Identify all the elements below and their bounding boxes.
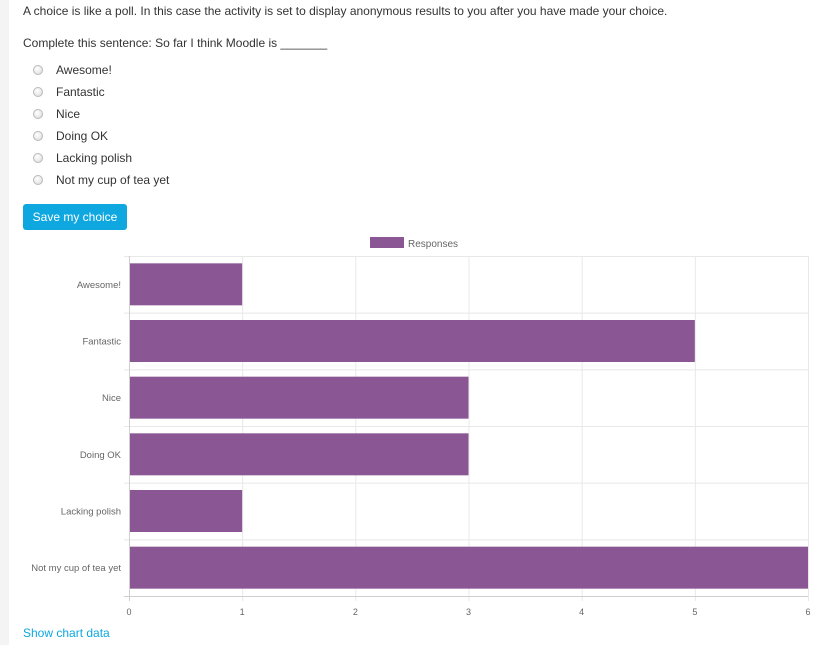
radio-button[interactable] bbox=[33, 109, 43, 119]
radio-button[interactable] bbox=[33, 153, 43, 163]
bar bbox=[130, 433, 469, 476]
x-tick-label: 1 bbox=[240, 607, 245, 617]
x-tick-label: 5 bbox=[692, 607, 697, 617]
option-label: Lacking polish bbox=[56, 151, 133, 165]
radio-button[interactable] bbox=[33, 131, 43, 141]
option-fantastic[interactable]: Fantastic bbox=[33, 81, 169, 103]
intro-text: A choice is like a poll. In this case th… bbox=[23, 4, 668, 18]
option-not-my-cup-of-tea[interactable]: Not my cup of tea yet bbox=[33, 169, 169, 191]
responses-bar-chart: Responses Awesome! Fantastic Nice Doing OK La… bbox=[31, 237, 811, 617]
radio-button[interactable] bbox=[33, 87, 43, 97]
option-doing-ok[interactable]: Doing OK bbox=[33, 125, 169, 147]
x-tick-label: 4 bbox=[579, 607, 584, 617]
bar bbox=[130, 490, 243, 532]
question-text: Complete this sentence: So far I think M… bbox=[23, 36, 328, 50]
radio-button[interactable] bbox=[33, 65, 43, 75]
category-label: Not my cup of tea yet bbox=[31, 563, 121, 574]
legend-label: Responses bbox=[408, 239, 458, 250]
radio-button[interactable] bbox=[33, 175, 43, 185]
option-nice[interactable]: Nice bbox=[33, 103, 169, 125]
bar bbox=[130, 263, 243, 306]
bar bbox=[130, 376, 469, 419]
option-awesome[interactable]: Awesome! bbox=[33, 59, 169, 81]
option-lacking-polish[interactable]: Lacking polish bbox=[33, 147, 169, 169]
save-choice-button[interactable]: Save my choice bbox=[23, 204, 127, 230]
option-label: Fantastic bbox=[56, 85, 105, 99]
option-label: Nice bbox=[56, 107, 81, 121]
option-label: Doing OK bbox=[56, 129, 109, 143]
x-tick-label: 6 bbox=[805, 607, 810, 617]
option-label: Not my cup of tea yet bbox=[56, 173, 170, 187]
x-tick-label: 2 bbox=[353, 607, 358, 617]
show-chart-data-link[interactable]: Show chart data bbox=[23, 626, 110, 640]
page-side-strip bbox=[0, 0, 9, 645]
choice-options: Awesome! Fantastic Nice Doing OK Lacking… bbox=[33, 59, 169, 191]
category-label: Doing OK bbox=[80, 450, 122, 461]
option-label: Awesome! bbox=[56, 63, 112, 77]
legend-swatch bbox=[370, 237, 404, 248]
bar bbox=[130, 320, 695, 362]
bar bbox=[130, 546, 808, 589]
category-label: Awesome! bbox=[77, 280, 121, 291]
category-label: Fantastic bbox=[82, 337, 121, 348]
x-tick-label: 0 bbox=[126, 607, 131, 617]
category-label: Lacking polish bbox=[61, 507, 121, 518]
category-label: Nice bbox=[102, 393, 121, 404]
x-tick-label: 3 bbox=[466, 607, 471, 617]
